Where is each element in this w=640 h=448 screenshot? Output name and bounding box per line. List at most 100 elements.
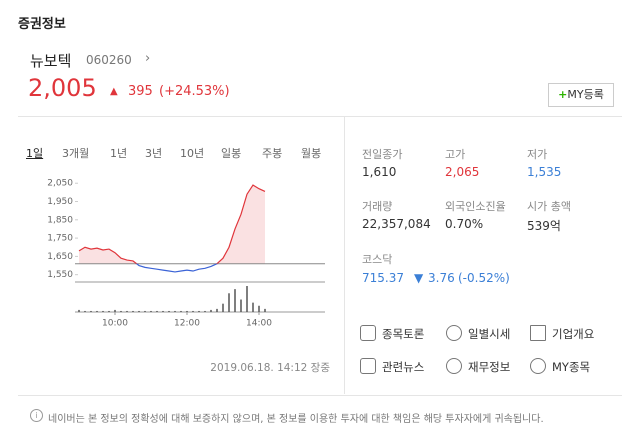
y-tick-label: 1,850 bbox=[47, 215, 73, 225]
info-value: 1,610 bbox=[362, 165, 397, 179]
volume-bar bbox=[192, 310, 194, 312]
divider bbox=[18, 116, 622, 117]
volume-bar bbox=[228, 293, 230, 312]
my-button[interactable]: +MY등록 bbox=[548, 83, 614, 107]
link-icon bbox=[446, 358, 462, 374]
y-tick-label: 1,950 bbox=[47, 197, 73, 207]
link-icon bbox=[360, 325, 376, 341]
chart-tab[interactable]: 월봉 bbox=[301, 147, 322, 160]
index-value: 715.37 bbox=[362, 271, 404, 285]
index-change-rate: (-0.52%) bbox=[458, 271, 510, 285]
change-rate: (+24.53%) bbox=[159, 84, 230, 99]
index-change: 3.76 bbox=[428, 271, 455, 285]
volume-bar bbox=[240, 299, 242, 312]
volume-bar bbox=[168, 310, 170, 312]
info-label: 전일종가 bbox=[362, 148, 403, 161]
volume-bar bbox=[186, 310, 188, 312]
timestamp: 2019.06.18. 14:12 장중 bbox=[210, 362, 330, 374]
volume-bar bbox=[234, 289, 236, 312]
divider bbox=[18, 395, 622, 396]
area-fill bbox=[79, 185, 265, 264]
chart-tab[interactable]: 1일 bbox=[26, 147, 44, 160]
chart-tab[interactable]: 10년 bbox=[180, 147, 205, 160]
chart-tab[interactable]: 1년 bbox=[110, 147, 128, 160]
y-tick-label: 1,550 bbox=[47, 270, 73, 280]
volume-bar bbox=[210, 309, 212, 312]
volume-bar bbox=[156, 310, 158, 312]
link[interactable]: 일별시세 bbox=[468, 327, 511, 341]
link[interactable]: MY종목 bbox=[552, 360, 591, 374]
volume-bar bbox=[264, 308, 266, 312]
volume-bar bbox=[216, 308, 218, 312]
volume-bar bbox=[252, 302, 254, 312]
stock-code: 060260 bbox=[86, 53, 132, 67]
y-tick-label: 2,050 bbox=[47, 179, 73, 189]
x-tick-label: 10:00 bbox=[102, 319, 128, 329]
link[interactable]: 종목토론 bbox=[382, 327, 425, 341]
info-label: 시가 총액 bbox=[527, 200, 571, 213]
up-arrow: ▲ bbox=[110, 86, 118, 97]
link[interactable]: 재무정보 bbox=[468, 360, 511, 374]
change: 395 bbox=[128, 84, 153, 99]
volume-bar bbox=[102, 310, 104, 312]
link-icon bbox=[530, 358, 546, 374]
chart-tab[interactable]: 3년 bbox=[145, 147, 163, 160]
link-icon bbox=[446, 325, 462, 341]
chart-tab[interactable]: 주봉 bbox=[262, 147, 283, 160]
plus-icon: + bbox=[558, 88, 568, 101]
info-label: 저가 bbox=[527, 148, 548, 161]
link-icon bbox=[360, 358, 376, 374]
price-line-up bbox=[78, 184, 266, 264]
volume-bar bbox=[114, 309, 116, 312]
widget-title: 증권정보 bbox=[18, 17, 66, 32]
disclaimer: 네이버는 본 정보의 정확성에 대해 보증하지 않으며, 본 정보를 이용한 투… bbox=[48, 414, 544, 425]
chevron[interactable]: › bbox=[145, 51, 151, 66]
volume-bar bbox=[204, 310, 206, 312]
volume-bar bbox=[96, 310, 98, 312]
info-label: 외국인소진율 bbox=[445, 200, 506, 213]
volume-bar bbox=[84, 310, 86, 312]
link[interactable]: 관련뉴스 bbox=[382, 360, 425, 374]
volume-bar bbox=[198, 310, 200, 312]
chart-tab[interactable]: 일봉 bbox=[221, 147, 242, 160]
volume-bar bbox=[150, 310, 152, 312]
info-value: 22,357,084 bbox=[362, 217, 431, 231]
link-icon bbox=[530, 325, 546, 341]
volume-bar bbox=[126, 310, 128, 312]
x-tick-label: 14:00 bbox=[246, 319, 272, 329]
volume-bar bbox=[258, 305, 260, 312]
info-label: 거래량 bbox=[362, 200, 393, 213]
price: 2,005 bbox=[28, 74, 97, 102]
stock-name[interactable]: 뉴보텍 bbox=[30, 52, 72, 70]
chart-tab[interactable]: 3개월 bbox=[62, 147, 90, 160]
volume-bar bbox=[222, 303, 224, 312]
volume-bar bbox=[120, 310, 122, 312]
volume-bar bbox=[138, 310, 140, 312]
info-value: 1,535 bbox=[527, 165, 562, 179]
volume-bar bbox=[174, 310, 176, 312]
volume-bar bbox=[108, 310, 110, 312]
price-line-down bbox=[135, 263, 218, 273]
x-tick-label: 12:00 bbox=[174, 319, 200, 329]
index-arrow: ▼ bbox=[414, 271, 424, 285]
volume-bar bbox=[162, 310, 164, 312]
link[interactable]: 기업개요 bbox=[552, 327, 595, 341]
volume-bar bbox=[180, 310, 182, 312]
y-tick-label: 1,750 bbox=[47, 234, 73, 244]
divider bbox=[344, 116, 345, 394]
volume-bar bbox=[246, 286, 248, 312]
info-label: 고가 bbox=[445, 148, 466, 161]
y-tick-label: 1,650 bbox=[47, 252, 73, 262]
index-name: 코스닥 bbox=[362, 253, 393, 266]
info-value: 0.70% bbox=[445, 217, 484, 231]
volume-bar bbox=[132, 310, 134, 312]
my-button-label: MY등록 bbox=[567, 88, 604, 101]
info-value: 539억 bbox=[527, 219, 561, 233]
info-value: 2,065 bbox=[445, 165, 480, 179]
info-icon: i bbox=[30, 409, 43, 422]
volume-bar bbox=[90, 310, 92, 312]
volume-bar bbox=[78, 309, 80, 312]
volume-bar bbox=[144, 310, 146, 312]
